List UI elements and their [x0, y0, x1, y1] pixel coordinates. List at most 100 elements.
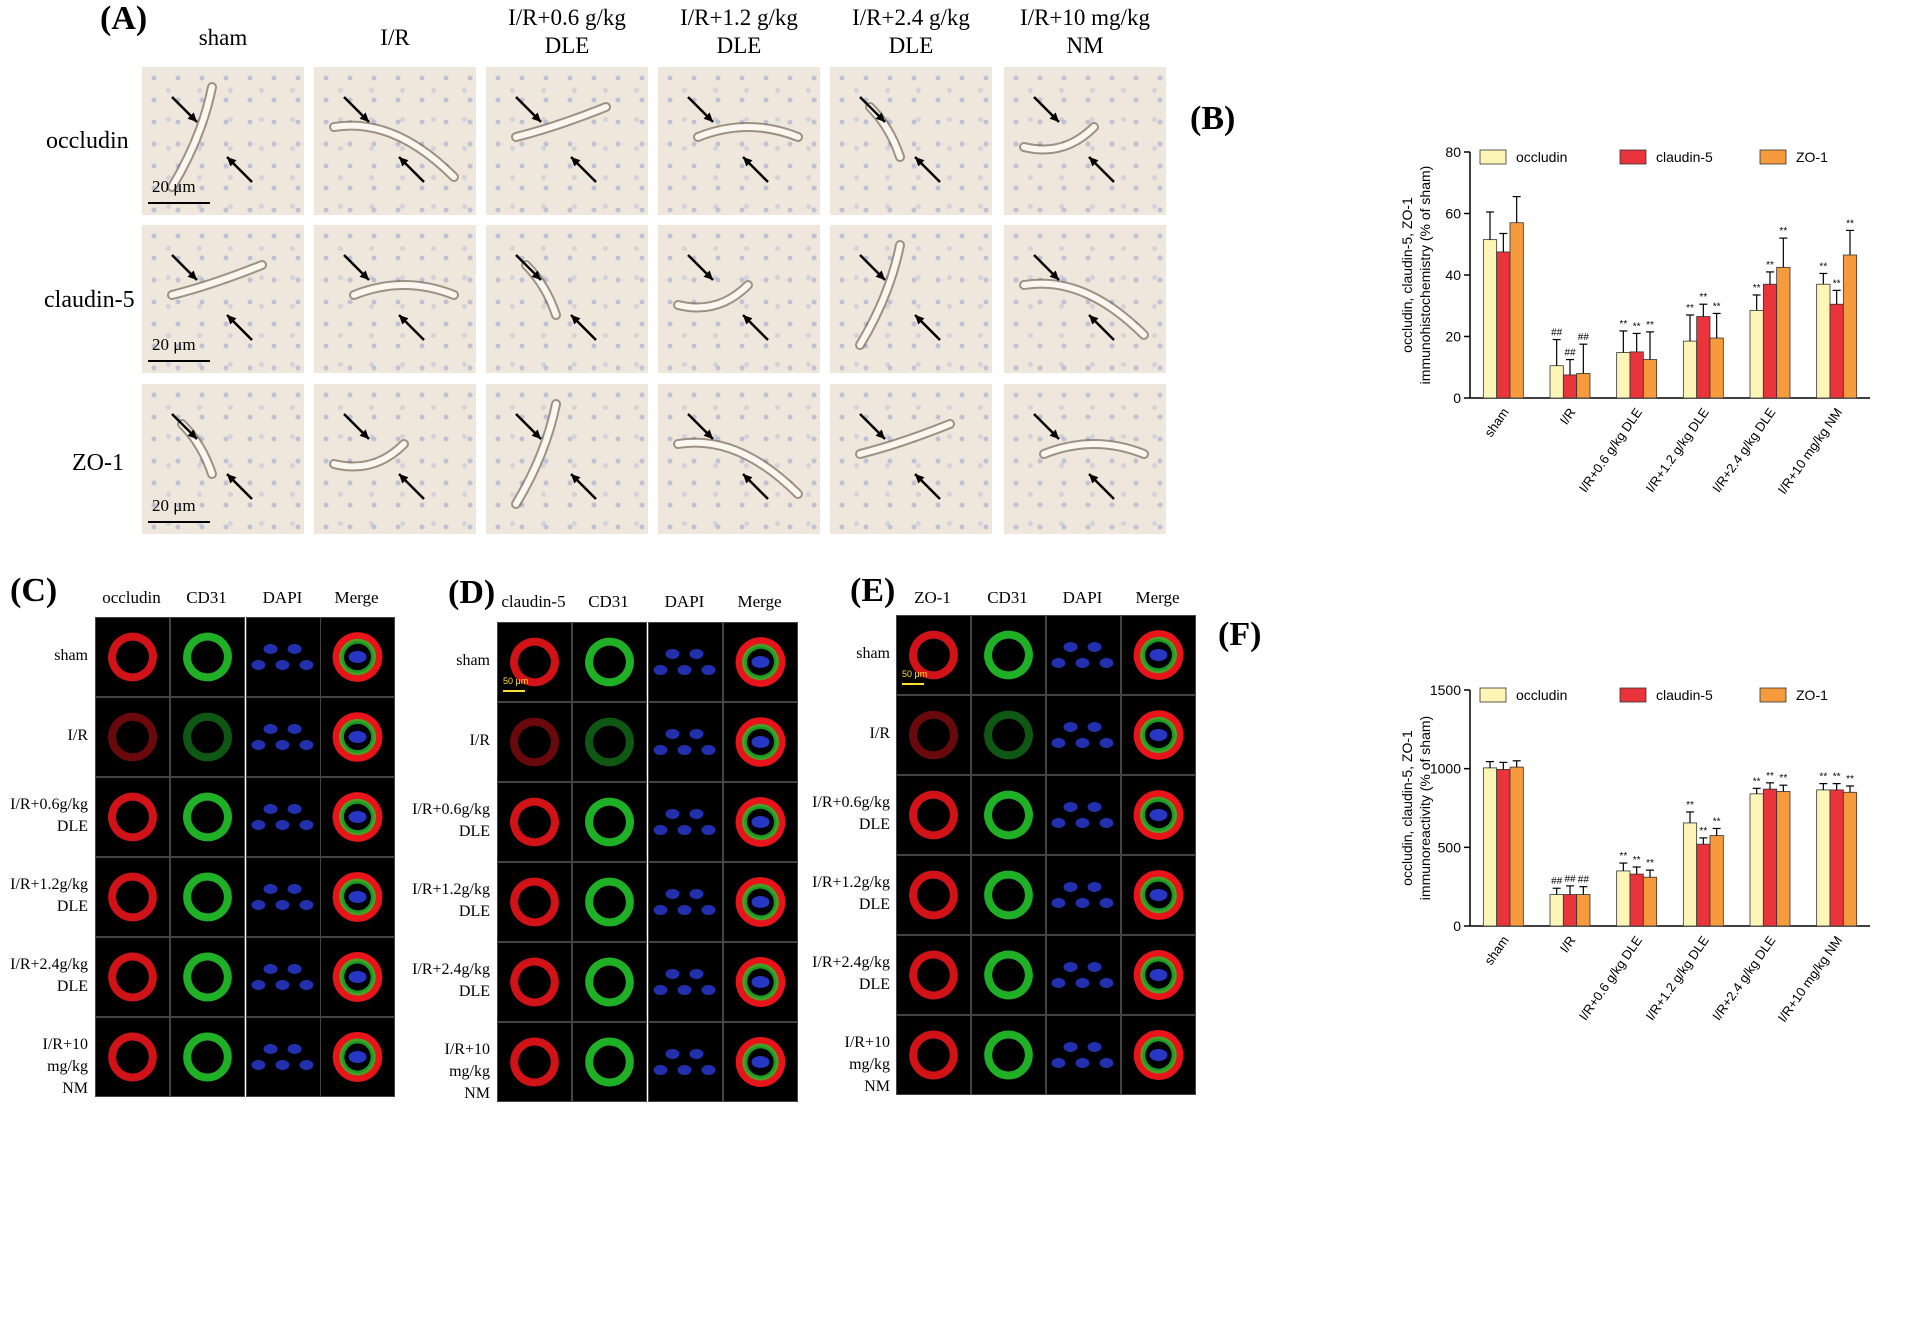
row-label: I/R — [410, 730, 490, 752]
nucleus-blob — [677, 665, 692, 675]
ihc-micrograph — [1004, 225, 1166, 373]
legend-swatch — [1759, 149, 1787, 165]
row-label: I/R — [10, 725, 88, 747]
merge-blue — [751, 976, 770, 988]
channel-header: Merge — [737, 592, 782, 611]
nucleus-blob — [251, 820, 266, 830]
legend-swatch — [1479, 687, 1507, 703]
fluorescence-image — [1121, 775, 1196, 855]
fluorescence-image — [572, 702, 647, 782]
legend-label: claudin-5 — [1656, 687, 1713, 703]
ihc-micrograph — [486, 225, 648, 373]
arrow-head — [227, 315, 237, 325]
merge-red — [1133, 1030, 1184, 1080]
fluorescence-signal — [585, 637, 634, 687]
vessel-overlay — [673, 413, 803, 500]
ihc-micrograph — [658, 384, 820, 534]
row-label: sham — [806, 643, 890, 665]
fluorescence-signal — [1051, 882, 1114, 908]
fluorescence-signal — [735, 797, 786, 847]
arrow-head — [531, 112, 541, 122]
fluorescence-image — [896, 615, 971, 695]
nucleus-blob — [677, 905, 692, 915]
fluorescence-signal — [1133, 950, 1184, 1000]
fluorescence-image — [95, 1017, 170, 1097]
column-header: I/R+2.4 g/kg DLE — [810, 4, 1012, 60]
nucleus-blob — [665, 809, 680, 819]
vessel-overlay — [511, 399, 597, 509]
legend-swatch — [1619, 687, 1647, 703]
nucleus-blob — [287, 804, 302, 814]
merge-green — [1139, 796, 1178, 834]
vessel-signal — [108, 632, 157, 682]
fluorescence-image — [170, 617, 245, 697]
nucleus-blob — [1075, 898, 1090, 908]
nucleus-blob — [653, 745, 668, 755]
fluorescence-image — [648, 942, 723, 1022]
row-label-line1: I/R — [869, 725, 890, 742]
fluorescence-signal — [585, 1037, 634, 1087]
nucleus-blob — [677, 825, 692, 835]
nucleus-blob — [653, 985, 668, 995]
x-category-label: I/R+2.4 g/kg DLE — [1709, 405, 1778, 495]
significance-label: ** — [1699, 826, 1707, 837]
merge-red — [735, 957, 786, 1007]
fluorescence-image — [246, 1017, 321, 1097]
fluorescence-signal — [251, 644, 314, 670]
nucleus-blob — [263, 964, 278, 974]
nucleus-blob — [251, 980, 266, 990]
row-label-line1: I/R+0.6g/kg — [812, 794, 890, 811]
merge-green — [741, 723, 780, 761]
fluorescence-image — [971, 775, 1046, 855]
x-category-label: I/R — [1557, 933, 1579, 955]
vessel-signal — [984, 710, 1033, 760]
vessel-lumen — [857, 242, 903, 348]
row-label-line2: DLE — [56, 818, 88, 835]
nucleus-blob — [1075, 738, 1090, 748]
significance-label: ## — [1551, 328, 1563, 339]
fluorescence-signal — [108, 1032, 157, 1082]
channel-header: CD31 — [987, 588, 1028, 607]
nucleus-blob — [701, 985, 716, 995]
fluorescence-signal — [1051, 802, 1114, 828]
vessel-lumen — [331, 122, 457, 180]
fluorescence-image — [95, 697, 170, 777]
vessel-lumen — [675, 439, 801, 497]
x-category-label: I/R+10 mg/kg NM — [1775, 405, 1846, 497]
fluorescence-signal — [332, 872, 383, 922]
fluorescence-image — [170, 777, 245, 857]
merge-blue — [348, 971, 367, 983]
fluorescence-image — [1046, 935, 1121, 1015]
arrow-head — [1049, 429, 1059, 439]
arrow-head — [875, 112, 885, 122]
y-tick-label: 60 — [1445, 206, 1461, 222]
significance-label: ** — [1846, 774, 1854, 785]
vessel-signal — [183, 1032, 232, 1082]
x-category-label: I/R+1.2 g/kg DLE — [1643, 405, 1712, 495]
vessel-signal — [108, 952, 157, 1002]
row-label-line2: DLE — [458, 823, 490, 840]
column-header-line2: DLE — [716, 33, 762, 58]
row-label: I/R+1.2g/kg DLE — [10, 874, 88, 918]
y-axis-label-line2: immunoreactivity (% of sham) — [1417, 716, 1433, 900]
significance-label: ** — [1713, 301, 1721, 312]
arrow-head — [703, 112, 713, 122]
tissue-texture — [658, 67, 820, 215]
vessel-signal — [984, 630, 1033, 680]
row-label-line1: I/R+2.4g/kg — [10, 956, 88, 973]
ihc-micrograph — [486, 384, 648, 534]
fluorescence-image — [95, 617, 170, 697]
fluorescence-image — [170, 697, 245, 777]
fluorescence-image — [971, 695, 1046, 775]
y-tick-label: 1500 — [1430, 682, 1461, 698]
merge-red — [735, 877, 786, 927]
bar — [1509, 222, 1524, 399]
vessel-lumen — [1021, 280, 1147, 338]
vessel-signal — [585, 797, 634, 847]
row-label-line2: NM — [62, 1080, 88, 1097]
fluorescence-image — [648, 862, 723, 942]
vessel-signal — [984, 790, 1033, 840]
panel-label-d: (D) — [448, 574, 496, 611]
merge-red — [735, 717, 786, 767]
channel-header: Merge — [334, 588, 379, 607]
